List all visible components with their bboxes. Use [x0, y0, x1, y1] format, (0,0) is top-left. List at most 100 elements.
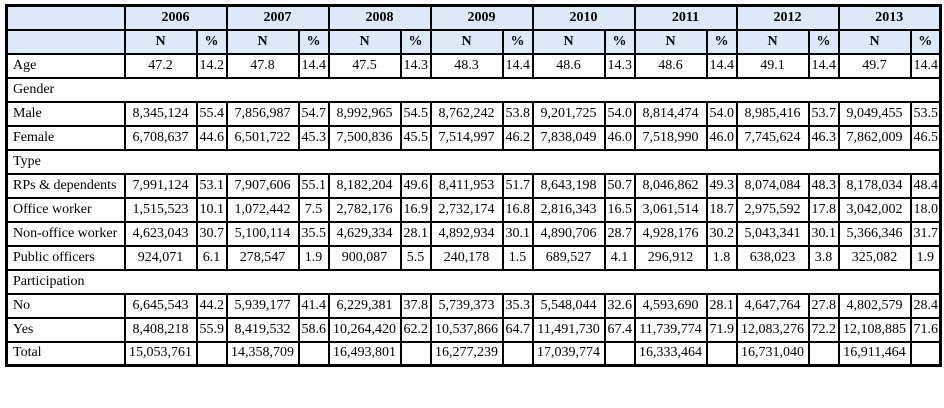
data-cell-n: 4,623,043: [123, 220, 198, 247]
data-cell-pct: [297, 340, 330, 367]
data-cell-pct: 45.3: [297, 124, 330, 151]
table-row: Total 15,053,761 14,358,709 16,493,801 16,27…: [5, 340, 942, 367]
year-header-2013: 2013: [837, 4, 942, 31]
data-cell-n: 7,838,049: [531, 124, 606, 151]
col-header-n-2007: N: [225, 28, 300, 55]
data-cell-n: 4,802,579: [837, 292, 912, 319]
data-cell-n: 47.5: [327, 52, 402, 79]
data-cell-n: 8,046,862: [633, 172, 708, 199]
data-cell-n: 2,732,174: [429, 196, 504, 223]
data-cell-pct: 5.5: [399, 244, 432, 271]
data-cell-n: 689,527: [531, 244, 606, 271]
data-cell-pct: 1.9: [297, 244, 330, 271]
data-cell-n: 8,814,474: [633, 100, 708, 127]
row-label: Female: [5, 124, 126, 151]
data-cell-n: 6,501,722: [225, 124, 300, 151]
data-cell-pct: 28.1: [399, 220, 432, 247]
data-cell-n: 278,547: [225, 244, 300, 271]
data-cell-n: 16,911,464: [837, 340, 912, 367]
data-cell-pct: 14.4: [501, 52, 534, 79]
data-cell-n: 6,645,543: [123, 292, 198, 319]
row-label: Yes: [5, 316, 126, 343]
data-cell-n: 900,087: [327, 244, 402, 271]
data-cell-pct: 14.3: [399, 52, 432, 79]
data-cell-n: 4,928,176: [633, 220, 708, 247]
data-cell-pct: [705, 340, 738, 367]
section-row: Participation: [5, 268, 942, 295]
data-cell-n: 7,518,990: [633, 124, 708, 151]
data-cell-n: 8,762,242: [429, 100, 504, 127]
data-cell-pct: 1.9: [909, 244, 942, 271]
data-cell-n: 1,515,523: [123, 196, 198, 223]
data-cell-n: 16,493,801: [327, 340, 402, 367]
col-header-n-2006: N: [123, 28, 198, 55]
col-header-n-2008: N: [327, 28, 402, 55]
row-label: Male: [5, 100, 126, 127]
row-label: Office worker: [5, 196, 126, 223]
data-cell-n: 11,739,774: [633, 316, 708, 343]
data-cell-n: 4,890,706: [531, 220, 606, 247]
section-label: Type: [5, 148, 942, 175]
year-header-2009: 2009: [429, 4, 534, 31]
data-cell-pct: 46.5: [909, 124, 942, 151]
col-header-n-2011: N: [633, 28, 708, 55]
data-cell-n: 16,731,040: [735, 340, 810, 367]
data-cell-n: 8,408,218: [123, 316, 198, 343]
table-row: Age 47.2 14.2 47.8 14.4 47.5 14.3 48.3 14.4 48.6 1…: [5, 52, 942, 79]
data-cell-n: 7,862,009: [837, 124, 912, 151]
data-cell-pct: 53.8: [501, 100, 534, 127]
data-cell-pct: 44.6: [195, 124, 228, 151]
data-cell-n: 8,411,953: [429, 172, 504, 199]
data-cell-n: 5,100,114: [225, 220, 300, 247]
data-cell-n: 3,042,002: [837, 196, 912, 223]
data-cell-pct: 35.5: [297, 220, 330, 247]
data-cell-n: 8,643,198: [531, 172, 606, 199]
data-cell-n: 7,907,606: [225, 172, 300, 199]
data-cell-n: 8,074,084: [735, 172, 810, 199]
data-cell-n: 296,912: [633, 244, 708, 271]
table-row: Yes 8,408,218 55.9 8,419,532 58.6 10,264,420 6…: [5, 316, 942, 343]
data-cell-pct: 30.1: [807, 220, 840, 247]
data-cell-n: 240,178: [429, 244, 504, 271]
data-cell-pct: 1.5: [501, 244, 534, 271]
data-cell-n: 7,745,624: [735, 124, 810, 151]
data-cell-pct: 58.6: [297, 316, 330, 343]
data-cell-n: 8,178,034: [837, 172, 912, 199]
data-cell-pct: 6.1: [195, 244, 228, 271]
data-cell-n: 16,277,239: [429, 340, 504, 367]
data-cell-pct: 46.0: [603, 124, 636, 151]
data-cell-pct: 30.7: [195, 220, 228, 247]
data-cell-pct: 53.7: [807, 100, 840, 127]
data-cell-n: 2,782,176: [327, 196, 402, 223]
table-row: Public officers 924,071 6.1 278,547 1.9 900,0…: [5, 244, 942, 271]
data-cell-pct: 28.7: [603, 220, 636, 247]
data-cell-pct: 28.4: [909, 292, 942, 319]
data-cell-n: 325,082: [837, 244, 912, 271]
row-label: Total: [5, 340, 126, 367]
data-cell-n: 7,500,836: [327, 124, 402, 151]
data-cell-n: 48.3: [429, 52, 504, 79]
data-cell-pct: 14.4: [909, 52, 942, 79]
data-cell-pct: 16.9: [399, 196, 432, 223]
data-cell-pct: 64.7: [501, 316, 534, 343]
data-cell-pct: 17.8: [807, 196, 840, 223]
row-label: Age: [5, 52, 126, 79]
data-cell-n: 7,514,997: [429, 124, 504, 151]
data-cell-pct: 18.0: [909, 196, 942, 223]
year-header-2006: 2006: [123, 4, 228, 31]
data-cell-n: 638,023: [735, 244, 810, 271]
data-cell-pct: 72.2: [807, 316, 840, 343]
data-cell-pct: 14.4: [807, 52, 840, 79]
data-cell-pct: 16.5: [603, 196, 636, 223]
data-cell-pct: [603, 340, 636, 367]
data-cell-pct: 37.8: [399, 292, 432, 319]
data-cell-pct: 53.1: [195, 172, 228, 199]
data-cell-n: 10,264,420: [327, 316, 402, 343]
table-body: Age 47.2 14.2 47.8 14.4 47.5 14.3 48.3 14.4 48.6 1…: [5, 52, 942, 367]
year-header-2008: 2008: [327, 4, 432, 31]
data-cell-pct: 18.7: [705, 196, 738, 223]
data-cell-n: 10,537,866: [429, 316, 504, 343]
data-cell-n: 2,816,343: [531, 196, 606, 223]
data-cell-pct: 30.2: [705, 220, 738, 247]
